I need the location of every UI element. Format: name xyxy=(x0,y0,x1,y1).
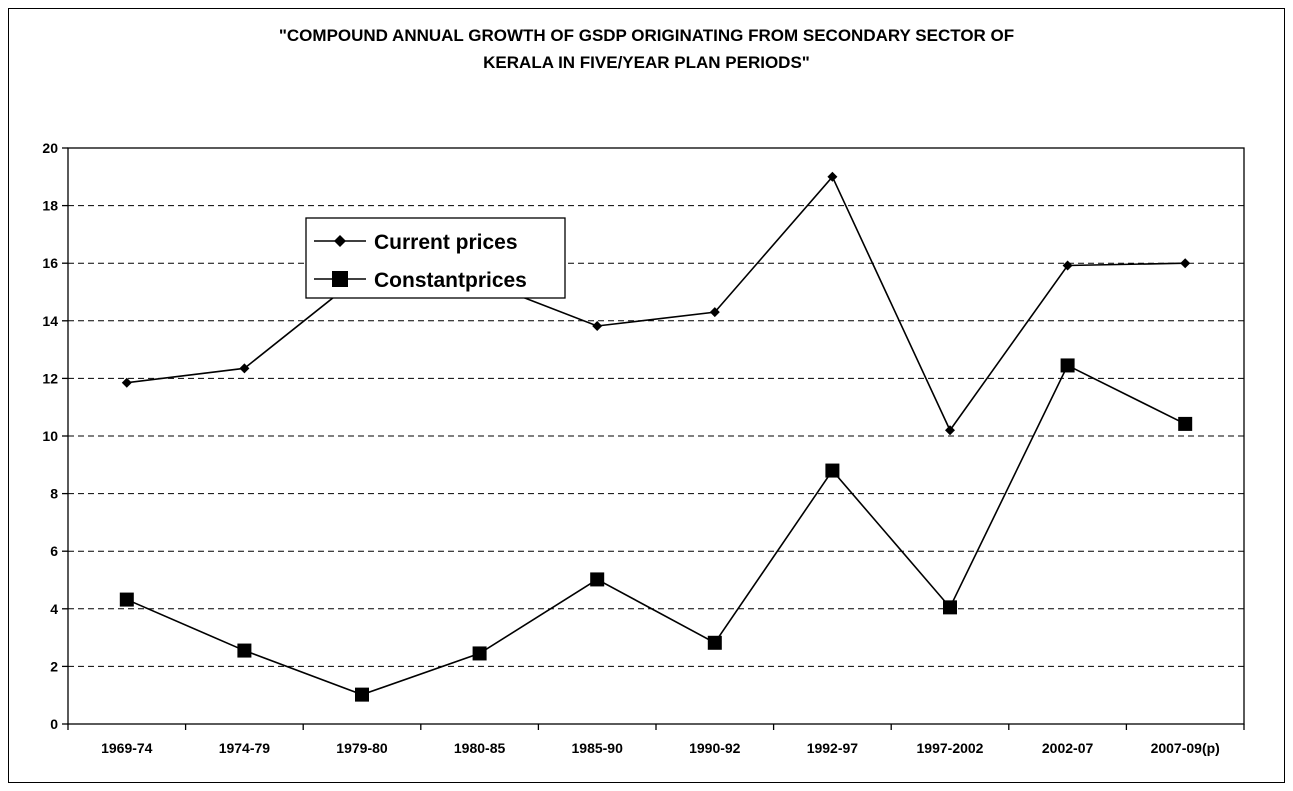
y-tick-label: 12 xyxy=(42,370,58,386)
series-2-point xyxy=(237,643,252,658)
series-2-point xyxy=(355,687,369,702)
y-tick-label: 14 xyxy=(42,313,58,329)
x-tick-label: 1990-92 xyxy=(689,740,741,756)
y-tick-label: 10 xyxy=(42,428,58,444)
y-tick-label: 6 xyxy=(50,543,58,559)
series-2-point xyxy=(825,463,840,478)
y-tick-label: 2 xyxy=(50,658,58,674)
series-2-point xyxy=(1060,358,1075,373)
series-line-2 xyxy=(126,364,1186,696)
x-tick-label: 2007-09(p) xyxy=(1151,740,1220,756)
x-tick-label: 1985-90 xyxy=(572,740,624,756)
x-tick-label: 1992-97 xyxy=(807,740,859,756)
series-1-point xyxy=(945,425,955,436)
legend-marker xyxy=(332,271,348,287)
x-tick-label: 1979-80 xyxy=(336,740,388,756)
series-2-point xyxy=(590,572,605,587)
chart-title: "COMPOUND ANNUAL GROWTH OF GSDP ORIGINAT… xyxy=(0,22,1293,76)
y-tick-label: 20 xyxy=(42,140,58,156)
series-1-point xyxy=(1180,258,1191,269)
series-2-point xyxy=(119,592,134,607)
legend-label: Constantprices xyxy=(374,269,527,292)
chart-frame xyxy=(8,8,1285,783)
series-1-point xyxy=(592,320,603,331)
legend-label: Current prices xyxy=(374,231,518,254)
series-1-point xyxy=(239,363,250,374)
y-tick-label: 16 xyxy=(42,255,58,271)
series-line-1 xyxy=(126,175,1186,432)
series-2-point xyxy=(1178,416,1193,431)
x-tick-label: 1969-74 xyxy=(101,740,153,756)
y-tick-label: 18 xyxy=(42,198,58,214)
series-2-point xyxy=(472,646,487,661)
series-2-point xyxy=(943,600,957,615)
series-2-point xyxy=(707,635,722,650)
legend-box xyxy=(305,217,566,299)
chart-title-line-2: KERALA IN FIVE/YEAR PLAN PERIODS" xyxy=(483,53,810,72)
legend-marker xyxy=(334,235,346,247)
y-tick-label: 0 xyxy=(50,716,58,732)
chart-title-line-1: "COMPOUND ANNUAL GROWTH OF GSDP ORIGINAT… xyxy=(278,26,1015,45)
series-1-point xyxy=(827,171,838,182)
plot-area xyxy=(67,147,1245,725)
x-tick-label: 1980-85 xyxy=(454,740,506,756)
series-1-point xyxy=(121,377,132,388)
series-1-point xyxy=(709,307,720,318)
y-tick-label: 4 xyxy=(50,601,58,617)
y-tick-label: 8 xyxy=(50,486,58,502)
x-tick-label: 1974-79 xyxy=(219,740,271,756)
x-tick-label: 2002-07 xyxy=(1042,740,1094,756)
series-1-point xyxy=(1062,260,1073,271)
x-tick-label: 1997-2002 xyxy=(917,740,984,756)
